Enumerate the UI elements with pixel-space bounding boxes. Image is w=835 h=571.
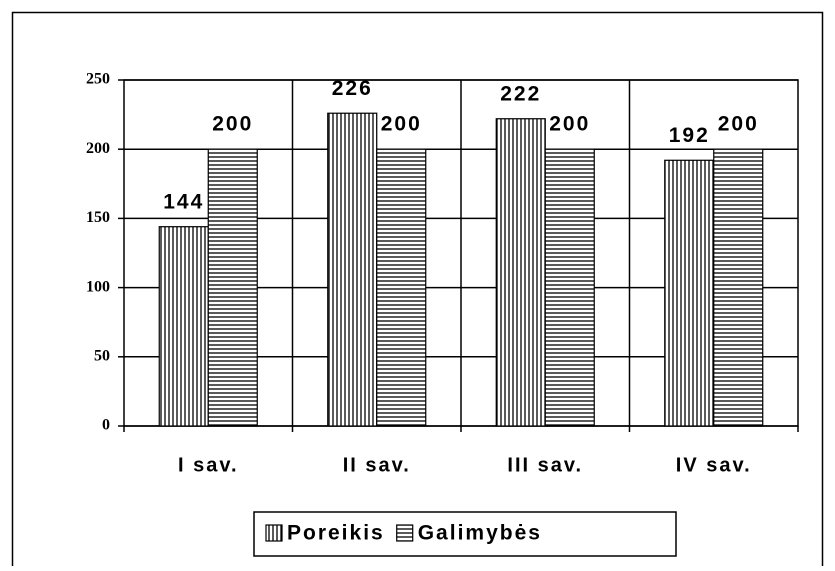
legend-swatch <box>396 524 414 542</box>
legend-frame <box>253 511 677 557</box>
bar <box>327 112 378 427</box>
y-tick-label: 200 <box>86 140 110 157</box>
y-tick-label: 250 <box>86 71 110 88</box>
value-label: 200 <box>212 113 253 136</box>
x-tick-label: II sav. <box>343 454 411 476</box>
bar <box>664 159 715 427</box>
bar <box>544 148 595 427</box>
legend-label: Poreikis <box>287 522 385 545</box>
value-label: 200 <box>381 113 422 136</box>
value-label: 200 <box>718 113 759 136</box>
x-tick-label: III sav. <box>507 454 583 476</box>
legend: Poreikis Galimybės <box>253 511 677 557</box>
y-tick-label: 150 <box>86 209 110 226</box>
value-label: 192 <box>669 124 710 147</box>
bar <box>713 148 764 427</box>
y-tick-label: 0 <box>102 417 110 434</box>
value-label: 144 <box>163 190 204 213</box>
bar <box>207 148 258 427</box>
bar <box>376 148 427 427</box>
legend-swatch <box>265 524 283 542</box>
bar <box>495 118 546 427</box>
legend-label: Galimybės <box>418 522 542 545</box>
y-tick-label: 50 <box>94 347 110 364</box>
y-tick-label: 100 <box>86 278 110 295</box>
x-tick-label: IV sav. <box>676 454 752 476</box>
bar <box>158 226 209 427</box>
value-label: 222 <box>500 82 541 105</box>
value-label: 200 <box>549 113 590 136</box>
x-tick-label: I sav. <box>178 454 239 476</box>
value-label: 226 <box>332 77 373 100</box>
